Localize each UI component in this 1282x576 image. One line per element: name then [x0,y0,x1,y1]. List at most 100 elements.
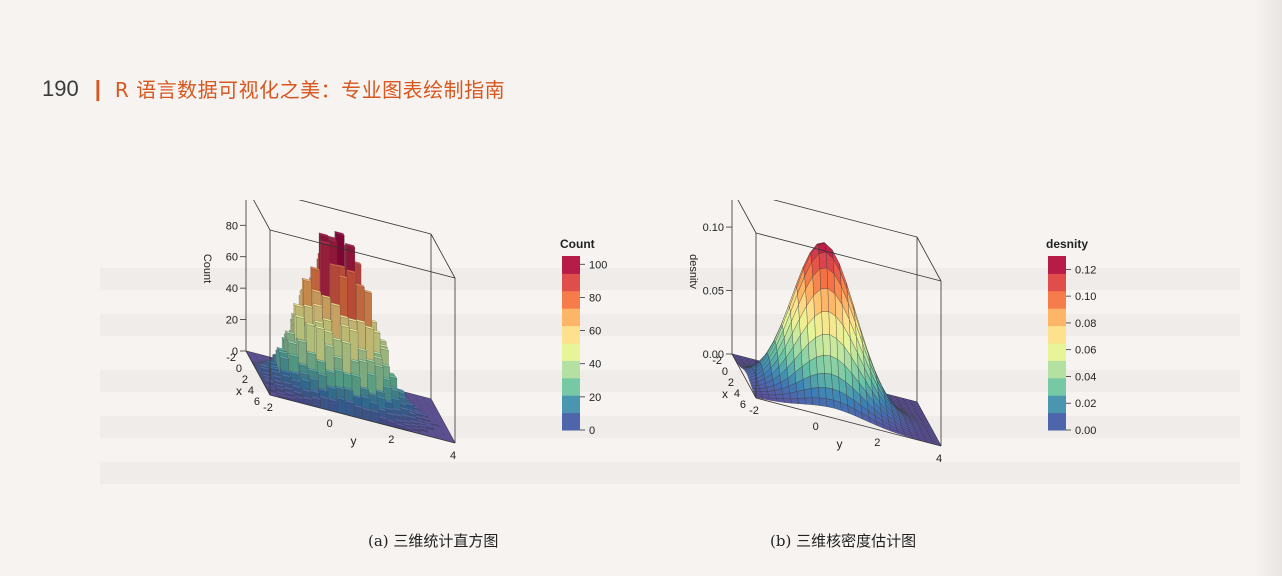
x-tick-label: 6 [740,399,746,411]
box-edge [755,232,942,282]
bar-top [307,367,318,373]
legend-swatch [562,290,580,309]
legend-tick-label: 60 [589,326,601,338]
bar-top [264,379,275,384]
chart-histogram-3d: 020406080100Count-20246x-2024yCount02040… [201,200,607,462]
legend-tick-label: 20 [589,392,601,404]
bar-top [291,384,302,389]
color-legend: Count 0 20 40 60 80 100 [560,237,607,437]
surface-cell [823,355,832,375]
bar-top [355,319,366,324]
bar-top [297,362,308,367]
ghost-line [100,462,1240,484]
chart-density-3d: 0.000.050.10desnity-20246x-2024ydesnity0… [690,200,1096,465]
bar-top [302,395,313,401]
bar-top [274,385,285,391]
bar-top [326,385,337,390]
bar-top [325,369,336,374]
bar-top [357,358,368,364]
box-edge [737,200,757,234]
legend-tick-label: 0.08 [1075,318,1096,330]
bar-top [294,314,305,319]
bar-top [285,330,296,335]
legend-tick-label: 0.02 [1075,398,1096,410]
bar-top [345,243,356,248]
surface-cell [816,355,825,375]
bar-top [280,369,291,374]
page-shadow [1254,0,1282,576]
bar-top [350,373,361,378]
bar-top [360,394,371,400]
box-edge [430,233,456,279]
legend-swatch [562,256,580,274]
bar-top [266,385,277,391]
box-edge [755,397,942,447]
surface-cell [830,355,839,378]
x-tick-label: 4 [248,385,254,397]
legend-swatch [1048,377,1066,396]
legend-tick-label: 100 [589,259,607,271]
bar-top [277,393,288,398]
bar-face [337,398,346,415]
bar-top [262,373,273,379]
surface-cell [817,373,826,388]
box-edge [916,236,942,282]
bar-top [319,395,330,400]
legend-swatch [1048,325,1066,344]
x-tick-label: 6 [254,396,260,408]
y-axis-label: y [837,437,843,451]
bar-top [258,363,269,368]
legend-swatch [562,377,580,396]
bar-top [315,358,326,364]
legend-tick-label: 80 [589,292,601,304]
surface-cell [819,267,828,290]
y-tick-label: 4 [450,450,456,462]
surface-cell [824,373,833,390]
bar-top [335,396,346,401]
y-tick-label: 0 [813,421,819,433]
legend-swatch [1048,343,1066,361]
z-axis-label: Count [201,254,213,283]
bar-top [334,385,345,391]
bar-top [275,390,286,396]
x-tick-label: -2 [226,352,236,364]
book-title: R 语言数据可视化之美：专业图表绘制指南 [114,78,506,102]
bar-top [271,374,282,379]
bar-top [283,386,294,391]
bar-top [316,372,327,377]
box-edge [772,200,918,238]
legend-tick-label: 0 [589,425,595,437]
bar-top [278,355,289,360]
z-tick-label: 0 [232,346,238,358]
legend-swatch [1048,395,1066,414]
legend-swatch [1048,256,1066,274]
bar-top [322,317,333,322]
x-tick-label: -2 [712,355,722,367]
surface-cell [804,397,814,405]
surface-cell [776,398,785,403]
x-tick-label: 0 [722,366,728,378]
surface-cell [818,252,828,270]
bar-top [268,363,279,369]
bar-top [341,339,352,345]
surface-cell [790,398,799,404]
bar-top [277,349,288,355]
bar-top [301,277,312,283]
legend-swatch [562,325,580,344]
bar-top [314,325,325,330]
legend-title: desnity [1046,237,1088,251]
surface-cell [817,243,827,254]
surface-cell [822,334,831,357]
box-edge [731,353,757,399]
surface-cell [820,288,829,312]
bar-top [334,231,345,236]
surface-cell [767,390,776,396]
bar-top [272,378,283,384]
legend-swatch [562,343,580,361]
bar-top [318,387,329,393]
surface-cell [783,398,792,404]
bar-top [319,240,330,245]
z-tick-label: 80 [226,220,238,232]
bar-top [339,323,350,329]
